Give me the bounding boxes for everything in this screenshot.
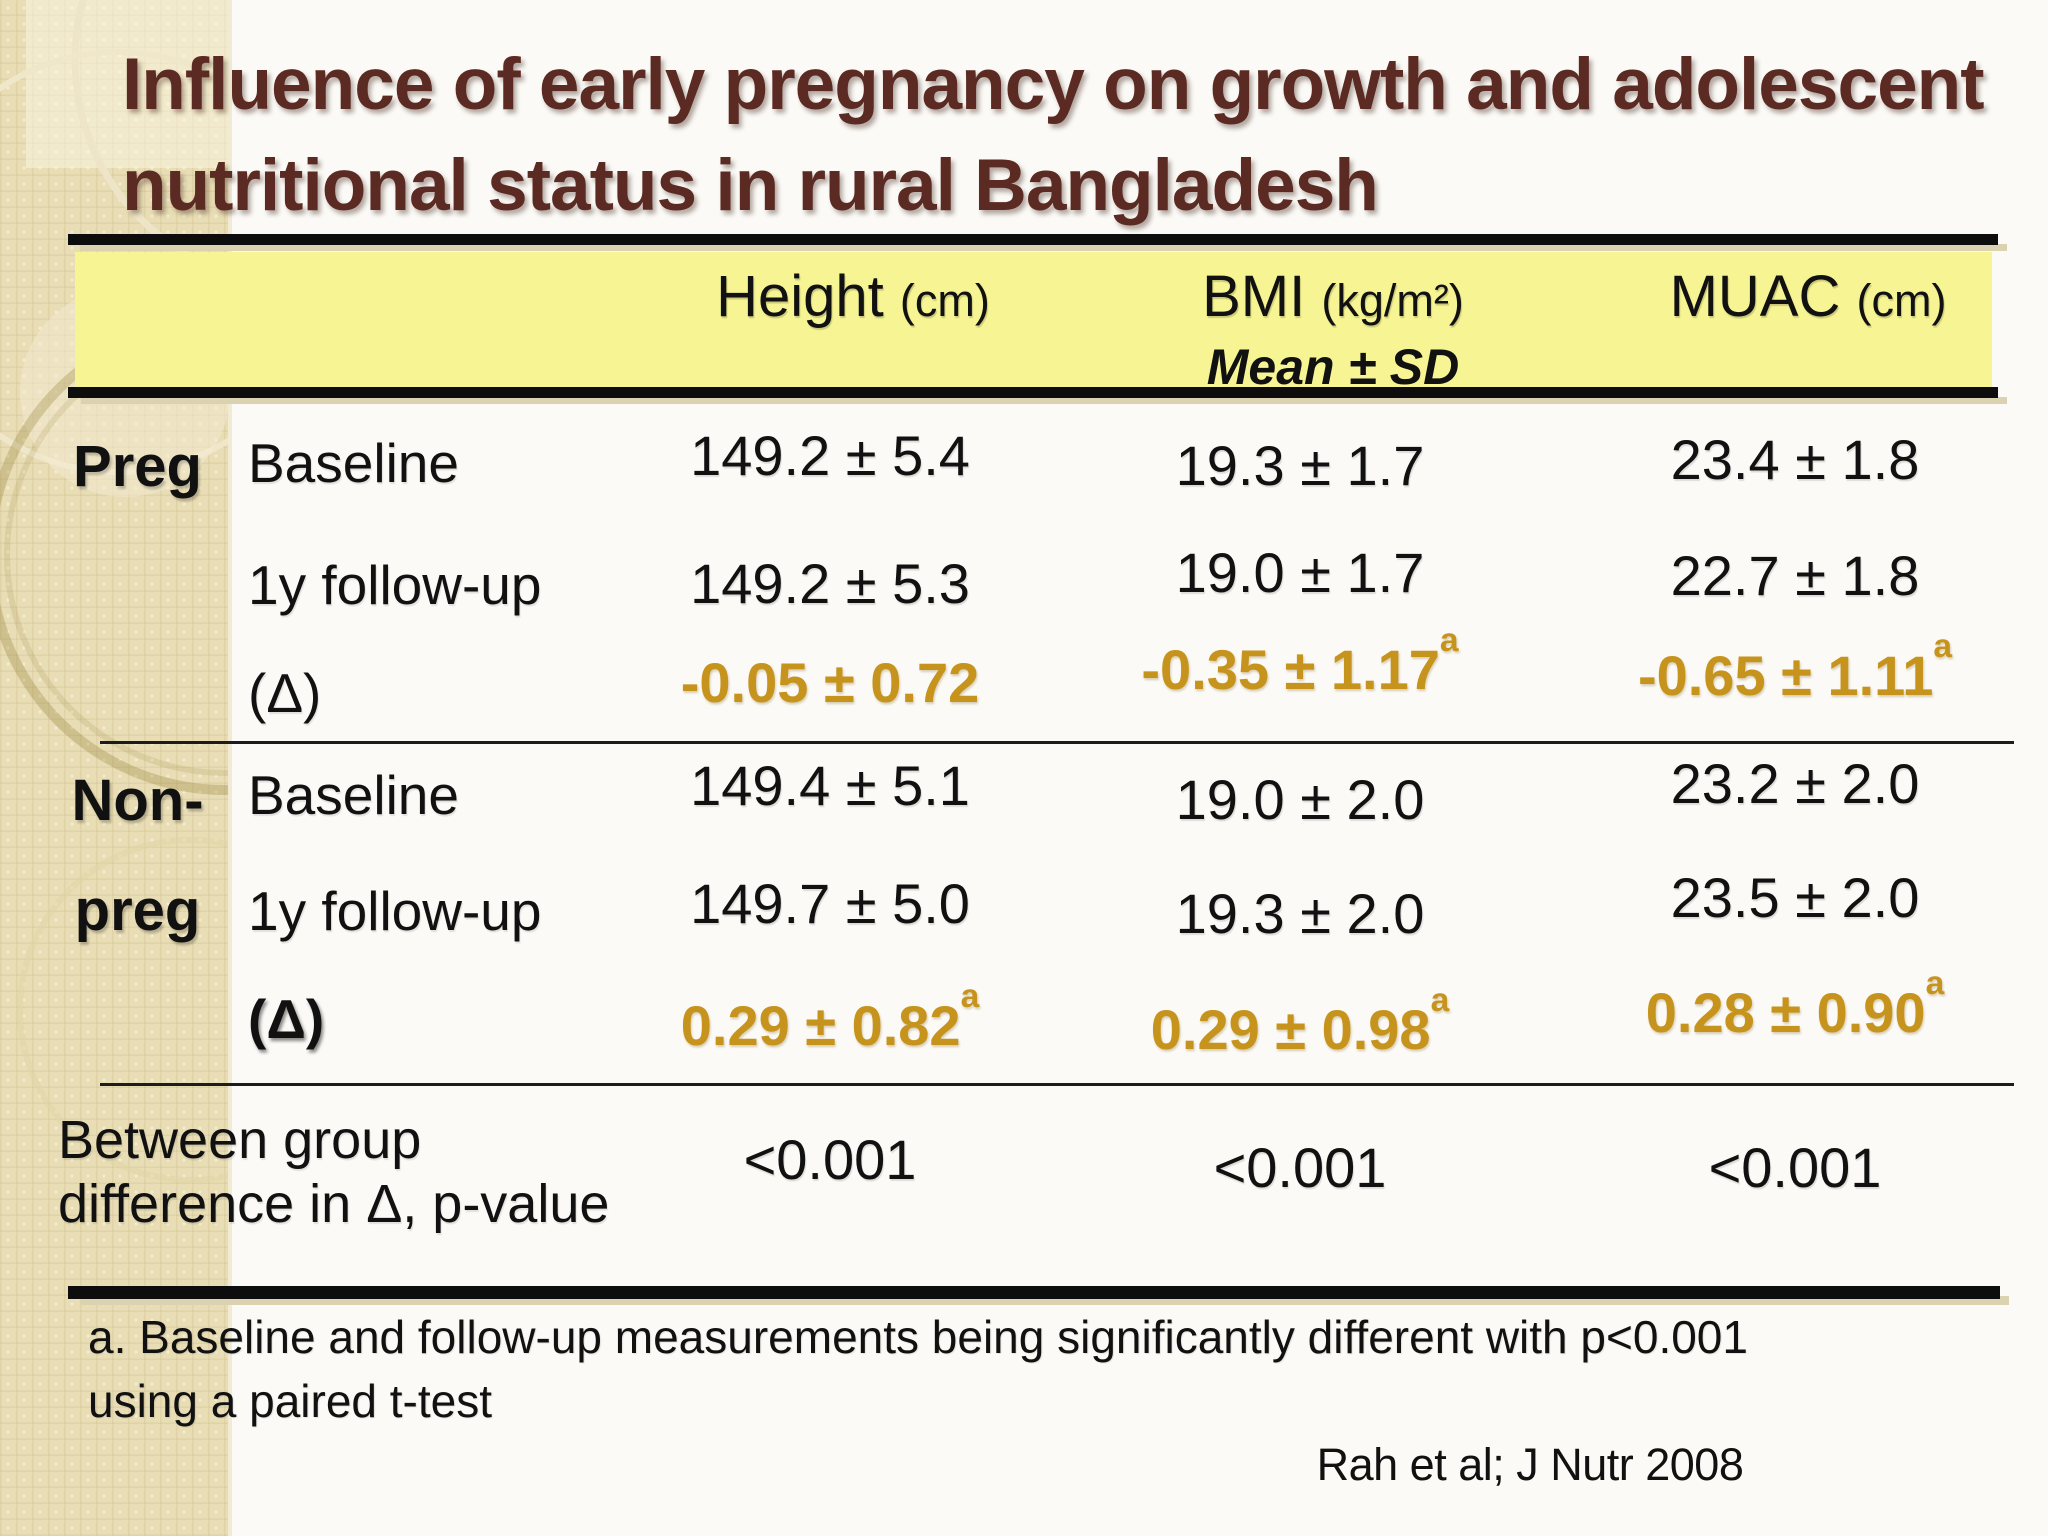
table-cell-pvalue-bmi: <0.001 <box>1213 1136 1387 1199</box>
table-cell-nonpreg-delta-muac: 0.28 ± 0.90a <box>1575 967 2015 1041</box>
pvalue-row-label-line2: difference in Δ, p-value <box>58 1174 610 1234</box>
footnote-line2: using a paired t-test <box>88 1375 493 1427</box>
table-cell-nonpreg-followup-height: 149.7 ± 5.0 <box>690 872 970 935</box>
cell-value: -0.35 ± 1.17 <box>1141 638 1440 701</box>
table-cell-preg-followup-bmi: 19.0 ± 1.7 <box>1175 541 1425 604</box>
footnote-marker: a <box>1439 621 1459 659</box>
pvalue-row-label-line1: Between group <box>58 1110 422 1170</box>
pvalue-row-label: Between group difference in Δ, p-value <box>58 1108 609 1236</box>
cell-value: -0.65 ± 1.11 <box>1637 644 1934 707</box>
cell-value: 0.29 ± 0.82 <box>680 994 961 1057</box>
slide-title: Influence of early pregnancy on growth a… <box>122 34 1985 236</box>
table-cell-nonpreg-delta-bmi: 0.29 ± 0.98a <box>1080 984 1520 1058</box>
table-top-rule <box>68 234 1998 245</box>
group-label-nonpreg-line2: preg <box>74 878 201 943</box>
column-header-height-unit: (cm) <box>899 275 990 326</box>
table-cell-nonpreg-baseline-height: 149.4 ± 5.1 <box>690 754 970 817</box>
table-cell-preg-baseline-height: 149.2 ± 5.4 <box>690 424 970 487</box>
table-cell-nonpreg-baseline-muac: 23.2 ± 2.0 <box>1670 752 1920 815</box>
slide-title-line2: nutritional status in rural Bangladesh <box>122 145 1379 226</box>
table-cell-pvalue-muac: <0.001 <box>1708 1136 1882 1199</box>
table-cell-preg-followup-height: 149.2 ± 5.3 <box>690 552 970 615</box>
footnote-marker: a <box>1933 627 1953 665</box>
cell-value: -0.05 ± 0.72 <box>680 651 980 714</box>
column-header-height: Height (cm) <box>603 268 1103 326</box>
table-cell-preg-delta-muac: -0.65 ± 1.11a <box>1575 630 2015 704</box>
table-cell-nonpreg-delta-height: 0.29 ± 0.82a <box>610 980 1050 1054</box>
row-label: 1y follow-up <box>248 554 542 616</box>
footnote-marker: a <box>1430 981 1450 1019</box>
cell-value: 0.28 ± 0.90 <box>1645 981 1926 1044</box>
table-cell-preg-followup-muac: 22.7 ± 1.8 <box>1670 544 1920 607</box>
row-label-delta: (Δ) <box>248 988 325 1050</box>
column-header-mean-sd: Mean ± SD <box>1206 339 1460 395</box>
table-cell-preg-baseline-bmi: 19.3 ± 1.7 <box>1175 434 1425 497</box>
column-header-bmi-label: BMI <box>1202 264 1306 329</box>
citation: Rah et al; J Nutr 2008 <box>1316 1439 1744 1490</box>
column-header-muac-unit: (cm) <box>1856 275 1947 326</box>
footnote-marker: a <box>960 977 980 1015</box>
column-header-bmi-unit: (kg/m²) <box>1321 275 1464 326</box>
group-label-preg: Preg <box>73 434 202 499</box>
row-label-delta: (Δ) <box>248 662 322 724</box>
table-cell-preg-delta-bmi: -0.35 ± 1.17a <box>1080 624 1520 698</box>
table-section-divider-1 <box>100 741 2014 744</box>
table-header-bottom-rule <box>68 387 1998 398</box>
table-cell-preg-delta-height: -0.05 ± 0.72 <box>610 655 1050 711</box>
table-bottom-rule <box>68 1286 2000 1299</box>
footnote-line1: a. Baseline and follow-up measurements b… <box>88 1311 1748 1363</box>
table-section-divider-2 <box>100 1083 2014 1086</box>
group-label-nonpreg: Non- preg <box>55 772 220 940</box>
column-header-bmi: BMI (kg/m²) <box>1083 268 1583 326</box>
column-header-height-label: Height <box>716 264 884 329</box>
table-cell-nonpreg-baseline-bmi: 19.0 ± 2.0 <box>1175 768 1425 831</box>
column-header-muac: MUAC (cm) <box>1558 268 2048 326</box>
row-label: Baseline <box>248 764 459 826</box>
table-cell-nonpreg-followup-muac: 23.5 ± 2.0 <box>1670 866 1920 929</box>
table-cell-preg-baseline-muac: 23.4 ± 1.8 <box>1670 428 1920 491</box>
slide-title-line1: Influence of early pregnancy on growth a… <box>122 44 1985 125</box>
row-label: 1y follow-up <box>248 880 542 942</box>
cell-value: 0.29 ± 0.98 <box>1150 998 1431 1061</box>
table-cell-nonpreg-followup-bmi: 19.3 ± 2.0 <box>1175 882 1425 945</box>
footnote-marker: a <box>1925 964 1945 1002</box>
table-cell-pvalue-height: <0.001 <box>743 1128 917 1191</box>
row-label: Baseline <box>248 432 459 494</box>
group-label-nonpreg-line1: Non- <box>71 768 204 833</box>
column-header-muac-label: MUAC <box>1669 264 1841 329</box>
table-header-band <box>75 252 1992 388</box>
